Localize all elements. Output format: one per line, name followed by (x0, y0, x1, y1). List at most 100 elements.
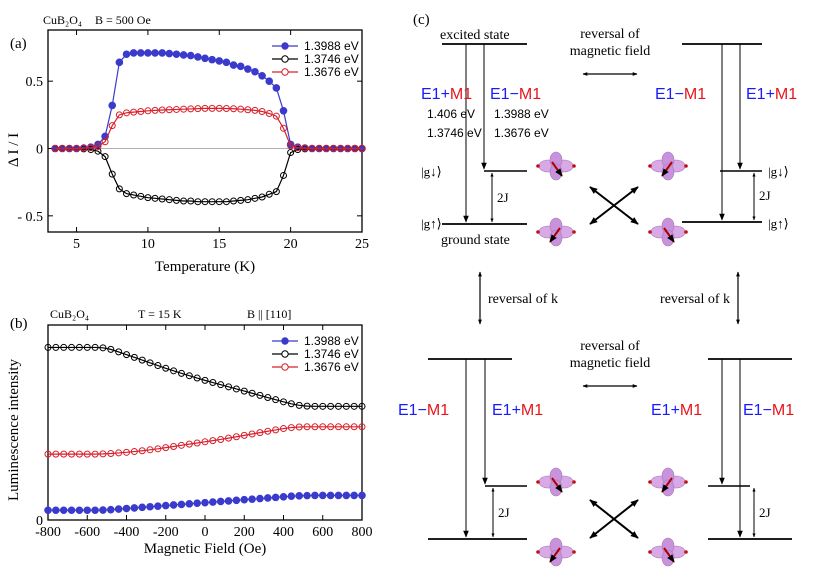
panel-b-xtick-label: -600 (74, 525, 100, 540)
scheme-top-left: excited state 2J |g↓⟩ |g↑⟩ ground state … (421, 28, 549, 248)
label-e1-minus-m1-top-left: E1−M1 (490, 86, 541, 103)
panel-a-point-s3 (108, 122, 116, 130)
state-label-g-down: |g↓⟩ (421, 164, 442, 179)
panel-a-point-s1 (222, 58, 231, 67)
panel-a-point-s3 (315, 145, 323, 153)
state-label-g-up: |g↑⟩ (421, 216, 442, 231)
panel-b-ylabel: Luminescence intensity (6, 358, 22, 501)
panel-b-point-s3 (264, 427, 272, 435)
panel-a-point-s2 (108, 170, 116, 178)
panel-b-point-s2 (248, 389, 256, 397)
panel-a-point-s2 (187, 197, 195, 205)
panel-b-point-s1 (209, 498, 217, 506)
panel-b-point-s1 (114, 505, 123, 513)
panel-b-point-s1 (240, 495, 249, 504)
panel-b-point-s2 (68, 343, 76, 351)
panel-a-point-s2 (294, 146, 302, 154)
panel-b-point-s2 (177, 369, 185, 377)
atom (648, 550, 652, 554)
panel-a-point-s2 (130, 191, 138, 199)
panel-b-point-s3 (319, 423, 327, 431)
panel-a-point-s2 (94, 147, 102, 155)
panel-b-point-s2 (319, 402, 327, 410)
panel-b-point-s2 (185, 372, 193, 380)
panel-a-point-s3 (58, 145, 66, 153)
panel-a-point-s3 (187, 105, 195, 113)
panel-b-point-s3 (107, 450, 115, 458)
panel-b-point-s3 (272, 426, 280, 434)
panel-b-xtick-label: 200 (234, 525, 255, 540)
reversal-k-right-label: reversal of k (660, 292, 730, 307)
panel-b-point-s3 (138, 447, 146, 455)
panel-a-point-s2 (165, 196, 173, 204)
panel-b-point-s1 (342, 491, 351, 500)
panel-b-chart: (b) CuB₂O₄ T = 15 K B || [110] Magnetic … (6, 307, 373, 557)
panel-b-point-s1 (138, 503, 146, 512)
panel-b-point-s3 (248, 430, 256, 438)
panel-a-legend-marker-3 (281, 68, 289, 76)
cross-arrow-top-2 (589, 186, 639, 225)
panel-b-point-s2 (295, 401, 303, 409)
splitting-label-2j: 2J (497, 190, 509, 205)
panel-b-point-s3 (91, 450, 99, 458)
panel-a-point-s3 (123, 109, 130, 117)
panel-b-point-s2 (358, 402, 366, 410)
panel-b-point-s3 (52, 450, 60, 458)
energy-right-1: 1.3988 eV (494, 107, 549, 121)
panel-a-point-s1 (236, 62, 245, 71)
panel-b-point-s1 (91, 506, 99, 515)
panel-b-point-s1 (44, 506, 52, 515)
panel-a-header-material: CuB₂O₄ (43, 13, 82, 27)
panel-b-point-s2 (217, 381, 225, 389)
panel-a-point-s2 (172, 196, 180, 204)
panel-b-point-s1 (75, 506, 84, 515)
panel-a-point-s2 (201, 198, 209, 206)
panel-a-point-s3 (201, 104, 209, 112)
orbital-icon (648, 151, 688, 181)
atom (648, 230, 652, 234)
panel-a-point-s3 (308, 145, 316, 153)
label-e1-minus-m1-bottom-right: E1−M1 (743, 402, 794, 419)
panel-b-point-s1 (295, 492, 304, 500)
panel-a-header-field: B = 500 Oe (95, 13, 151, 27)
panel-a-point-s3 (358, 145, 366, 153)
panel-a-legend-label-2: 1.3746 eV (304, 52, 359, 66)
panel-b-xtick-label: -400 (114, 525, 140, 540)
state-label-g-down: |g↓⟩ (768, 164, 789, 179)
atom (684, 164, 688, 168)
panel-b-point-s2 (130, 353, 138, 361)
label-e1-minus-m1-top-right: E1−M1 (655, 86, 706, 103)
atom (648, 480, 652, 484)
panel-b-point-s3 (170, 442, 178, 450)
panel-a-legend-label-1: 1.3988 eV (304, 39, 359, 53)
panel-a-series-line-2 (55, 147, 362, 203)
label-e1-plus-m1-top-right: E1+M1 (746, 86, 797, 103)
panel-b-point-s1 (107, 505, 115, 514)
panel-a-point-s1 (122, 50, 131, 59)
atom (684, 480, 688, 484)
panel-b-point-s2 (146, 359, 154, 367)
scheme-bottom-left: 2J E1−M1 E1+M1 (398, 358, 543, 540)
panel-b-point-s1 (303, 491, 311, 500)
panel-b-point-s3 (280, 425, 287, 433)
panel-a-ytick-label: - 0.5 (17, 210, 43, 225)
panel-b-point-s3 (232, 433, 240, 441)
panel-a-point-s1 (186, 51, 195, 60)
panel-b-point-s1 (350, 491, 358, 500)
panel-b-point-s1 (99, 506, 107, 514)
panel-b-point-s1 (122, 504, 131, 513)
panel-b-point-s2 (91, 343, 99, 351)
orbital-icon (536, 151, 576, 181)
spin-arrow (661, 477, 673, 493)
panel-a-point-s3 (329, 145, 337, 153)
panel-a-point-s3 (251, 106, 259, 114)
panel-b-point-s2 (272, 396, 280, 404)
panel-b-point-s1 (154, 502, 162, 510)
panel-a-point-s3 (144, 107, 152, 115)
orbital-icon (536, 217, 576, 247)
panel-b-point-s1 (256, 494, 264, 503)
label-e1-plus-m1-bottom-right: E1+M1 (651, 402, 702, 419)
panel-a-point-s2 (272, 188, 280, 196)
panel-a-xtick-label: 5 (73, 237, 80, 252)
panel-b-point-s3 (185, 440, 193, 448)
